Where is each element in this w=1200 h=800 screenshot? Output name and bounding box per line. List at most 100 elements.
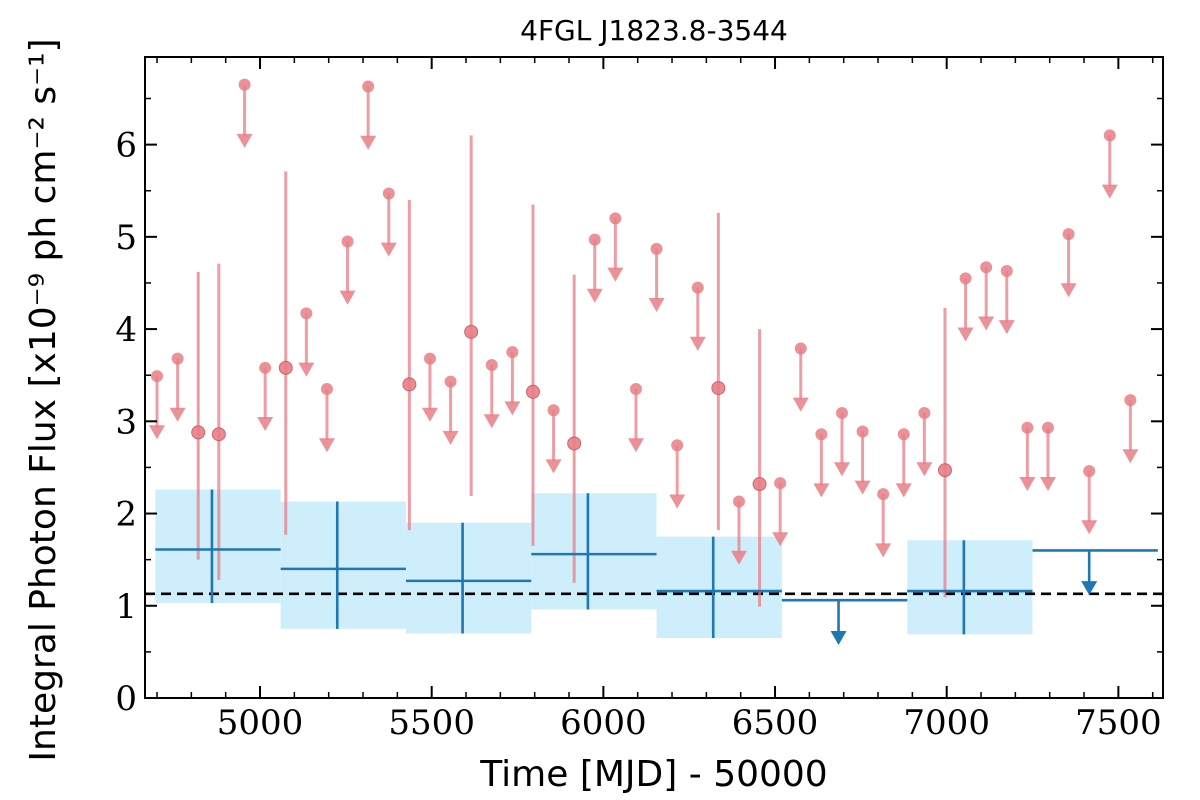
short-bin-limit-point — [609, 212, 622, 225]
short-bin-point — [278, 360, 293, 375]
short-bin-limit-arrowhead — [1019, 476, 1036, 491]
y-axis-label: Integral Photon Flux [x10⁻⁹ ph cm⁻² s⁻¹] — [23, 38, 64, 761]
short-bin-limit-point — [774, 477, 787, 490]
short-bin-upper-limit — [169, 352, 186, 422]
short-bin-limit-arrowhead — [360, 135, 377, 150]
short-bin-limit-arrowhead — [689, 336, 706, 351]
short-bin-limit-point — [506, 346, 519, 359]
short-bin-limit-arrowhead — [1081, 520, 1098, 535]
short-bin-limit-arrowhead — [875, 543, 892, 558]
short-bin-limit-arrowhead — [854, 480, 871, 495]
short-bin-upper-limit — [339, 235, 356, 305]
short-bin-point — [752, 477, 767, 492]
short-bin-upper-limit — [833, 407, 850, 477]
short-bin-limit-point — [1124, 394, 1137, 407]
short-bin-upper-limit — [421, 352, 438, 422]
short-bin-limit-arrowhead — [421, 407, 438, 422]
short-bin-limit-arrowhead — [318, 438, 335, 453]
short-bin-upper-limit — [149, 370, 166, 440]
short-bin-limit-arrowhead — [149, 425, 166, 440]
long-bin-detection — [656, 536, 782, 639]
short-bin-limit-arrowhead — [813, 483, 830, 498]
short-bin-limit-point — [341, 235, 354, 248]
short-bin-upper-limit — [545, 404, 562, 474]
short-bin-detection — [752, 329, 767, 607]
axes: 5000 5500 6000 6500 7000 7500 0 1 2 3 4 5 6 — [115, 56, 1164, 743]
long-bin-detection — [531, 493, 657, 610]
short-bin-limit-arrowhead — [895, 483, 912, 498]
short-bin-limit-arrowhead — [586, 288, 603, 303]
short-bin-limit-arrowhead — [978, 316, 995, 331]
short-bin-point — [525, 384, 540, 399]
short-bin-point — [191, 425, 206, 440]
short-bin-upper-limit — [978, 261, 995, 331]
short-bin-limit-arrowhead — [998, 320, 1015, 335]
short-bin-limit-point — [1083, 465, 1096, 478]
x-tick-label: 5000 — [217, 703, 304, 743]
long-bin-detection — [280, 501, 406, 629]
long-bin-detection — [907, 540, 1033, 635]
long-bin-upper-limit — [781, 598, 908, 645]
y-tick-label: 3 — [115, 402, 137, 442]
short-bin-upper-limit — [895, 428, 912, 498]
short-bin-upper-limit — [442, 375, 459, 445]
long-bin-error-band — [280, 501, 406, 629]
chart-title: 4FGL J1823.8-3544 — [520, 14, 788, 47]
short-bin-limit-point — [171, 352, 184, 365]
short-bin-point — [402, 377, 417, 392]
short-bin-limit-arrowhead — [1101, 184, 1118, 199]
short-bin-limit-point — [1041, 421, 1054, 434]
short-bin-upper-limit — [730, 495, 747, 565]
short-bin-upper-limit — [669, 439, 686, 509]
short-bin-limit-point — [547, 404, 560, 417]
y-tick-label: 1 — [115, 587, 137, 627]
short-bin-upper-limit — [957, 272, 974, 342]
short-bin-limit-arrowhead — [772, 532, 789, 547]
long-bin-error-band — [531, 493, 657, 610]
short-bin-upper-limit — [298, 307, 315, 377]
short-bin-limit-arrowhead — [169, 407, 186, 422]
short-bin-limit-arrowhead — [607, 267, 624, 282]
short-bin-limit-arrowhead — [545, 459, 562, 474]
x-tick-label: 6000 — [560, 703, 647, 743]
short-bin-limit-point — [794, 342, 807, 355]
short-bin-upper-limit — [1019, 421, 1036, 491]
long-bin-series — [155, 489, 1158, 645]
short-bin-limit-arrowhead — [957, 327, 974, 342]
short-bin-limit-point — [1103, 129, 1116, 142]
short-bin-limit-arrowhead — [483, 414, 500, 429]
short-bin-limit-point — [259, 361, 272, 374]
short-bin-limit-arrowhead — [833, 462, 850, 477]
short-bin-limit-point — [423, 352, 436, 365]
short-bin-upper-limit — [813, 428, 830, 498]
short-bin-limit-arrowhead — [648, 298, 665, 313]
long-bin-error-band — [907, 540, 1033, 635]
short-bin-upper-limit — [875, 488, 892, 558]
y-tick-label: 0 — [115, 679, 137, 719]
y-tick-label: 5 — [115, 218, 137, 258]
long-bin-detection — [155, 489, 281, 604]
short-bin-upper-limit — [1060, 228, 1077, 298]
short-bin-limit-arrowhead — [442, 430, 459, 445]
short-bin-upper-limit — [380, 187, 397, 257]
short-bin-upper-limit — [607, 212, 624, 282]
short-bin-point — [211, 427, 226, 442]
short-bin-limit-point — [1021, 421, 1034, 434]
plot-frame — [144, 56, 1164, 699]
short-bin-limit-arrowhead — [380, 242, 397, 257]
short-bin-limit-point — [444, 375, 457, 388]
short-bin-upper-limit — [586, 233, 603, 303]
short-bin-limit-point — [151, 370, 164, 383]
short-bin-upper-limit — [1081, 465, 1098, 535]
short-bin-limit-point — [897, 428, 910, 441]
y-tick-label: 4 — [115, 310, 137, 350]
short-bin-point — [464, 324, 479, 339]
short-bin-limit-arrowhead — [1039, 476, 1056, 491]
short-bin-detection — [191, 271, 206, 560]
short-bin-limit-point — [320, 383, 333, 396]
short-bin-limit-point — [362, 80, 375, 93]
short-bin-detection — [464, 135, 479, 497]
short-bin-detection — [211, 263, 226, 580]
short-bin-upper-limit — [792, 342, 809, 412]
